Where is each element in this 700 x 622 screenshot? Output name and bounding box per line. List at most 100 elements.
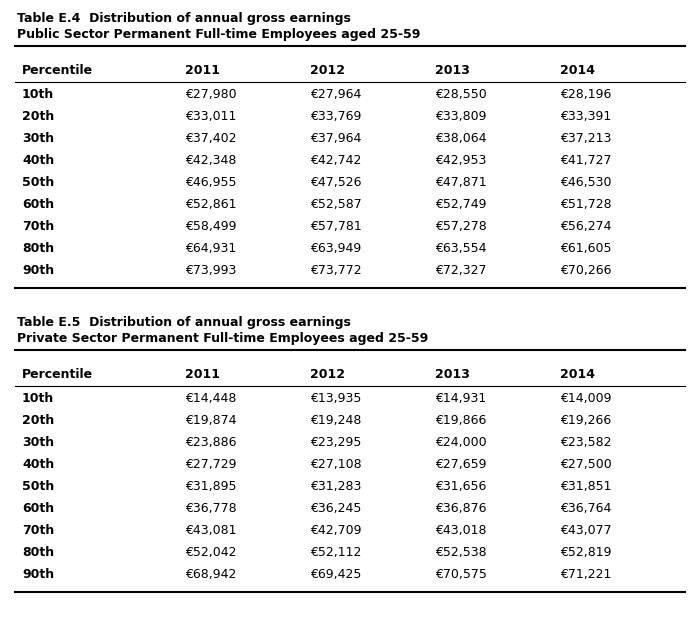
Text: €69,425: €69,425 [310, 568, 361, 581]
Text: €27,108: €27,108 [310, 458, 362, 471]
Text: €19,874: €19,874 [185, 414, 237, 427]
Text: €33,391: €33,391 [560, 110, 611, 123]
Text: €36,876: €36,876 [435, 502, 486, 515]
Text: 60th: 60th [22, 198, 54, 211]
Text: Table E.5  Distribution of annual gross earnings: Table E.5 Distribution of annual gross e… [17, 316, 351, 329]
Text: 20th: 20th [22, 414, 55, 427]
Text: €52,861: €52,861 [185, 198, 237, 211]
Text: €36,764: €36,764 [560, 502, 611, 515]
Text: €28,196: €28,196 [560, 88, 611, 101]
Text: €42,348: €42,348 [185, 154, 237, 167]
Text: 80th: 80th [22, 546, 54, 559]
Text: €43,018: €43,018 [435, 524, 486, 537]
Text: €46,530: €46,530 [560, 176, 612, 189]
Text: 2014: 2014 [560, 64, 595, 77]
Text: €27,964: €27,964 [310, 88, 361, 101]
Text: €31,851: €31,851 [560, 480, 612, 493]
Text: €63,554: €63,554 [435, 242, 486, 255]
Text: €19,248: €19,248 [310, 414, 361, 427]
Text: €68,942: €68,942 [185, 568, 237, 581]
Text: €33,809: €33,809 [435, 110, 486, 123]
Text: €23,295: €23,295 [310, 436, 361, 449]
Text: €57,781: €57,781 [310, 220, 362, 233]
Text: €47,526: €47,526 [310, 176, 361, 189]
Text: €52,042: €52,042 [185, 546, 237, 559]
Text: 2014: 2014 [560, 368, 595, 381]
Text: 50th: 50th [22, 176, 55, 189]
Text: 10th: 10th [22, 392, 55, 405]
Text: €61,605: €61,605 [560, 242, 612, 255]
Text: 70th: 70th [22, 220, 55, 233]
Text: €14,931: €14,931 [435, 392, 486, 405]
Text: €31,283: €31,283 [310, 480, 361, 493]
Text: €73,993: €73,993 [185, 264, 237, 277]
Text: €52,819: €52,819 [560, 546, 612, 559]
Text: 40th: 40th [22, 458, 55, 471]
Text: €31,656: €31,656 [435, 480, 486, 493]
Text: Private Sector Permanent Full-time Employees aged 25-59: Private Sector Permanent Full-time Emplo… [17, 332, 428, 345]
Text: €70,266: €70,266 [560, 264, 612, 277]
Text: 30th: 30th [22, 132, 54, 145]
Text: €47,871: €47,871 [435, 176, 486, 189]
Text: €19,266: €19,266 [560, 414, 611, 427]
Text: 70th: 70th [22, 524, 55, 537]
Text: €52,112: €52,112 [310, 546, 361, 559]
Text: 40th: 40th [22, 154, 55, 167]
Text: €37,402: €37,402 [185, 132, 237, 145]
Text: 2013: 2013 [435, 64, 470, 77]
Text: Percentile: Percentile [22, 64, 93, 77]
Text: €52,587: €52,587 [310, 198, 362, 211]
Text: €43,077: €43,077 [560, 524, 612, 537]
Text: €42,742: €42,742 [310, 154, 361, 167]
Text: €19,866: €19,866 [435, 414, 486, 427]
Text: €28,550: €28,550 [435, 88, 486, 101]
Text: Percentile: Percentile [22, 368, 93, 381]
Text: 90th: 90th [22, 568, 54, 581]
Text: 2012: 2012 [310, 64, 345, 77]
Text: €42,953: €42,953 [435, 154, 486, 167]
Text: 2012: 2012 [310, 368, 345, 381]
Text: €33,011: €33,011 [185, 110, 237, 123]
Text: 2011: 2011 [185, 64, 220, 77]
Text: €57,278: €57,278 [435, 220, 486, 233]
Text: Table E.4  Distribution of annual gross earnings: Table E.4 Distribution of annual gross e… [17, 12, 351, 25]
Text: €13,935: €13,935 [310, 392, 361, 405]
Text: €58,499: €58,499 [185, 220, 237, 233]
Text: 60th: 60th [22, 502, 54, 515]
Text: €52,538: €52,538 [435, 546, 486, 559]
Text: 2011: 2011 [185, 368, 220, 381]
Text: €36,245: €36,245 [310, 502, 361, 515]
Text: 20th: 20th [22, 110, 55, 123]
Text: €37,964: €37,964 [310, 132, 361, 145]
Text: €33,769: €33,769 [310, 110, 361, 123]
Text: €51,728: €51,728 [560, 198, 612, 211]
Text: €56,274: €56,274 [560, 220, 612, 233]
Text: 90th: 90th [22, 264, 54, 277]
Text: €52,749: €52,749 [435, 198, 486, 211]
Text: 30th: 30th [22, 436, 54, 449]
Text: €14,448: €14,448 [185, 392, 237, 405]
Text: 2013: 2013 [435, 368, 470, 381]
Text: €31,895: €31,895 [185, 480, 237, 493]
Text: €43,081: €43,081 [185, 524, 237, 537]
Text: €73,772: €73,772 [310, 264, 362, 277]
Text: €27,659: €27,659 [435, 458, 486, 471]
Text: €42,709: €42,709 [310, 524, 361, 537]
Text: €24,000: €24,000 [435, 436, 486, 449]
Text: €27,980: €27,980 [185, 88, 237, 101]
Text: €36,778: €36,778 [185, 502, 237, 515]
Text: €46,955: €46,955 [185, 176, 237, 189]
Text: €63,949: €63,949 [310, 242, 361, 255]
Text: 80th: 80th [22, 242, 54, 255]
Text: €14,009: €14,009 [560, 392, 612, 405]
Text: €38,064: €38,064 [435, 132, 486, 145]
Text: €72,327: €72,327 [435, 264, 486, 277]
Text: €23,582: €23,582 [560, 436, 612, 449]
Text: Public Sector Permanent Full-time Employees aged 25-59: Public Sector Permanent Full-time Employ… [17, 28, 421, 41]
Text: €23,886: €23,886 [185, 436, 237, 449]
Text: €71,221: €71,221 [560, 568, 611, 581]
Text: €41,727: €41,727 [560, 154, 612, 167]
Text: €37,213: €37,213 [560, 132, 611, 145]
Text: €27,729: €27,729 [185, 458, 237, 471]
Text: 50th: 50th [22, 480, 55, 493]
